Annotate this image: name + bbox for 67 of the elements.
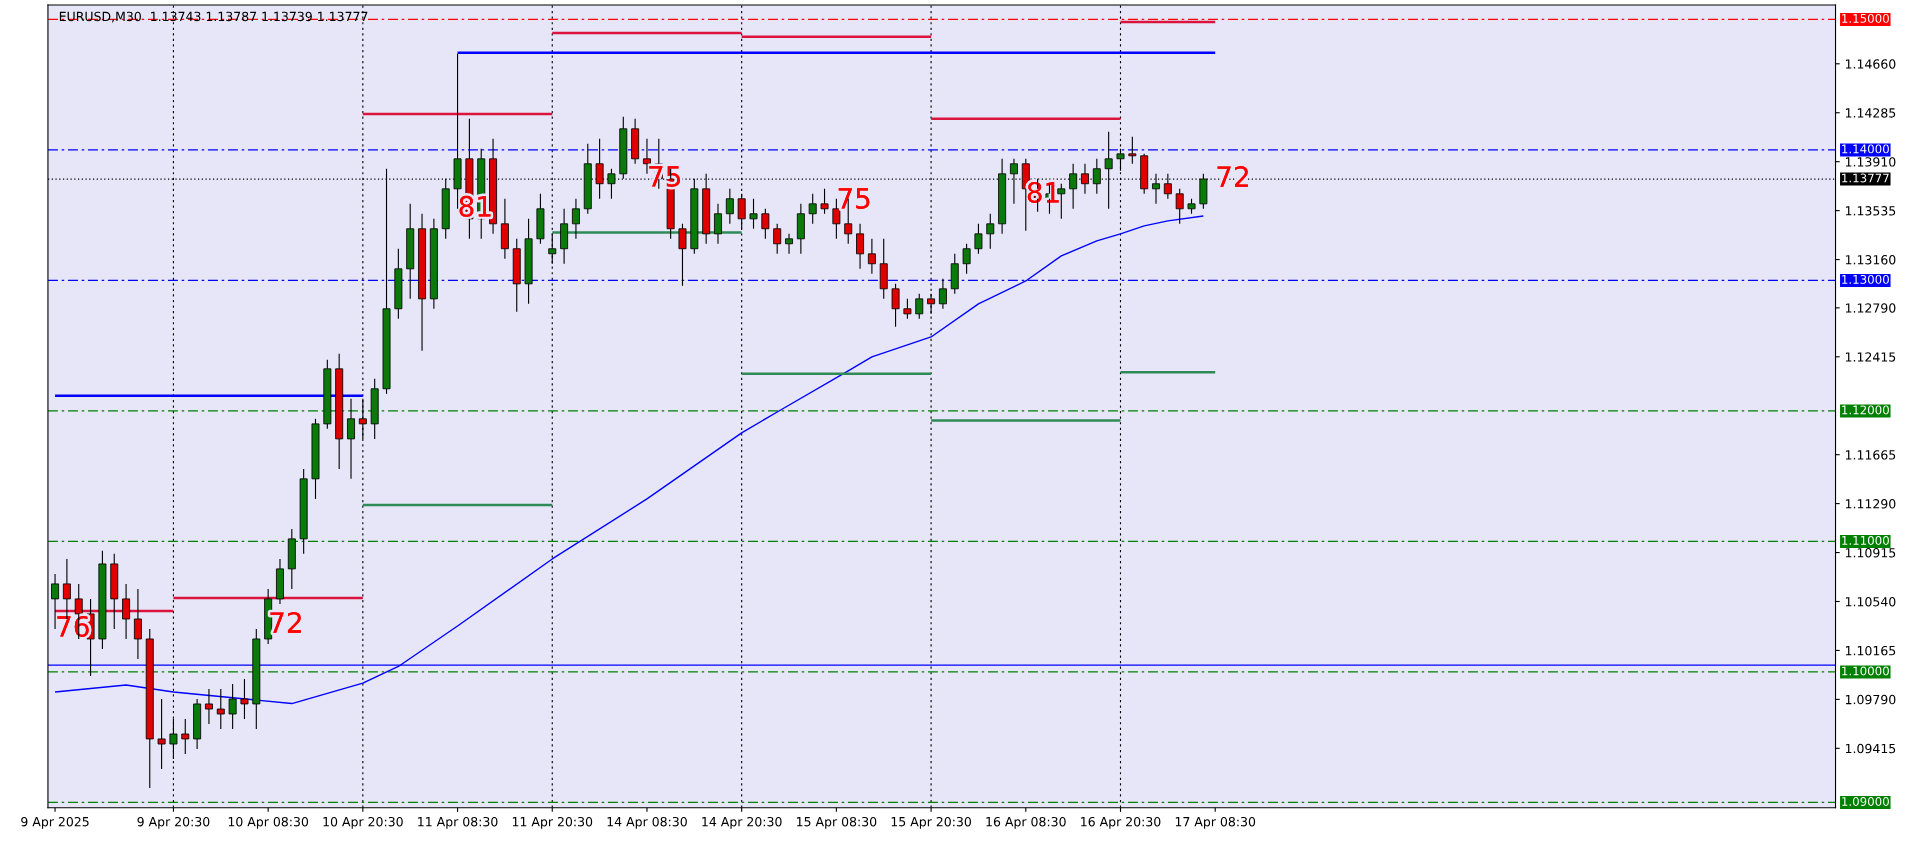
x-tick-label: 17 Apr 08:30 — [1175, 816, 1256, 829]
candlestick — [406, 203, 415, 300]
x-tick-label: 16 Apr 08:30 — [986, 816, 1066, 829]
candlestick — [193, 698, 202, 750]
ref-line-label: 1.13777 — [1842, 173, 1889, 183]
x-tick-label: 11 Apr 08:30 — [418, 816, 498, 829]
ref-line-label: 1.11000 — [1842, 535, 1889, 545]
candlestick — [204, 688, 213, 725]
candlestick — [856, 223, 865, 270]
y-tick-label: 1.10165 — [1845, 645, 1896, 656]
candlestick — [725, 188, 734, 225]
x-tick-label: 15 Apr 08:30 — [797, 816, 877, 829]
x-tick-label: 10 Apr 08:30 — [228, 816, 309, 829]
x-tick-label: 14 Apr 08:30 — [607, 816, 687, 829]
candlestick — [110, 553, 119, 630]
candlestick — [524, 218, 533, 305]
candlestick — [133, 588, 142, 660]
candlestick — [631, 118, 640, 165]
x-tick-label: 9 Apr 2025 — [21, 816, 89, 829]
candlestick — [714, 203, 722, 245]
candlestick — [938, 278, 947, 310]
ref-line-label: 1.12000 — [1842, 405, 1889, 415]
ref-line-label: 1.15000 — [1842, 13, 1889, 23]
candlestick — [785, 233, 793, 255]
candlestick — [571, 198, 580, 240]
candlestick — [560, 208, 569, 265]
y-tick-label: 1.13535 — [1845, 206, 1896, 216]
candlestick — [796, 203, 805, 255]
y-tick-label: 1.13910 — [1845, 157, 1896, 167]
candlestick — [500, 198, 509, 260]
annotation: 72 — [1217, 166, 1248, 187]
y-tick-label: 1.13160 — [1845, 255, 1896, 265]
candlestick — [879, 238, 888, 300]
y-tick-label: 1.11665 — [1845, 450, 1896, 460]
y-tick-label: 1.10915 — [1845, 548, 1896, 558]
candlestick — [157, 698, 166, 770]
x-tick-label: 10 Apr 20:30 — [323, 816, 403, 829]
candlestick — [867, 238, 876, 275]
candlestick — [642, 138, 651, 175]
y-tick-label: 1.12790 — [1845, 303, 1896, 313]
y-tick-label: 1.12415 — [1845, 352, 1896, 362]
ref-line-label: 1.14000 — [1842, 144, 1889, 154]
candlestick — [394, 248, 403, 320]
ref-line-label: 1.09000 — [1842, 796, 1889, 806]
candlestick — [808, 193, 817, 225]
x-tick-label: 16 Apr 20:30 — [1081, 816, 1161, 829]
candlestick — [145, 628, 154, 789]
x-tick-label: 11 Apr 20:30 — [512, 816, 593, 829]
y-tick-label: 1.14285 — [1845, 108, 1896, 118]
y-tick-label: 1.10540 — [1845, 596, 1896, 607]
ref-line-label: 1.13000 — [1842, 274, 1889, 284]
y-tick-label: 1.11290 — [1845, 499, 1896, 509]
x-tick-label: 14 Apr 20:30 — [702, 816, 782, 829]
annotation: 75 — [838, 188, 870, 209]
candlestick — [276, 558, 284, 605]
y-tick-label: 1.09790 — [1845, 694, 1896, 705]
y-tick-label: 1.09415 — [1845, 743, 1896, 754]
annotation: 81 — [459, 195, 491, 217]
candlestick — [418, 213, 427, 352]
chart-title: EURUSD,M30 1.13743 1.13787 1.13739 1.13777 — [59, 11, 368, 23]
ref-line-label: 1.10000 — [1842, 666, 1889, 676]
candlestick — [512, 238, 521, 313]
x-tick-label: 15 Apr 20:30 — [891, 816, 971, 829]
candlestick — [122, 583, 131, 640]
y-tick-label: 1.14660 — [1845, 59, 1896, 69]
candlestick — [429, 218, 438, 310]
x-tick-label: 9 Apr 20:30 — [137, 816, 210, 829]
